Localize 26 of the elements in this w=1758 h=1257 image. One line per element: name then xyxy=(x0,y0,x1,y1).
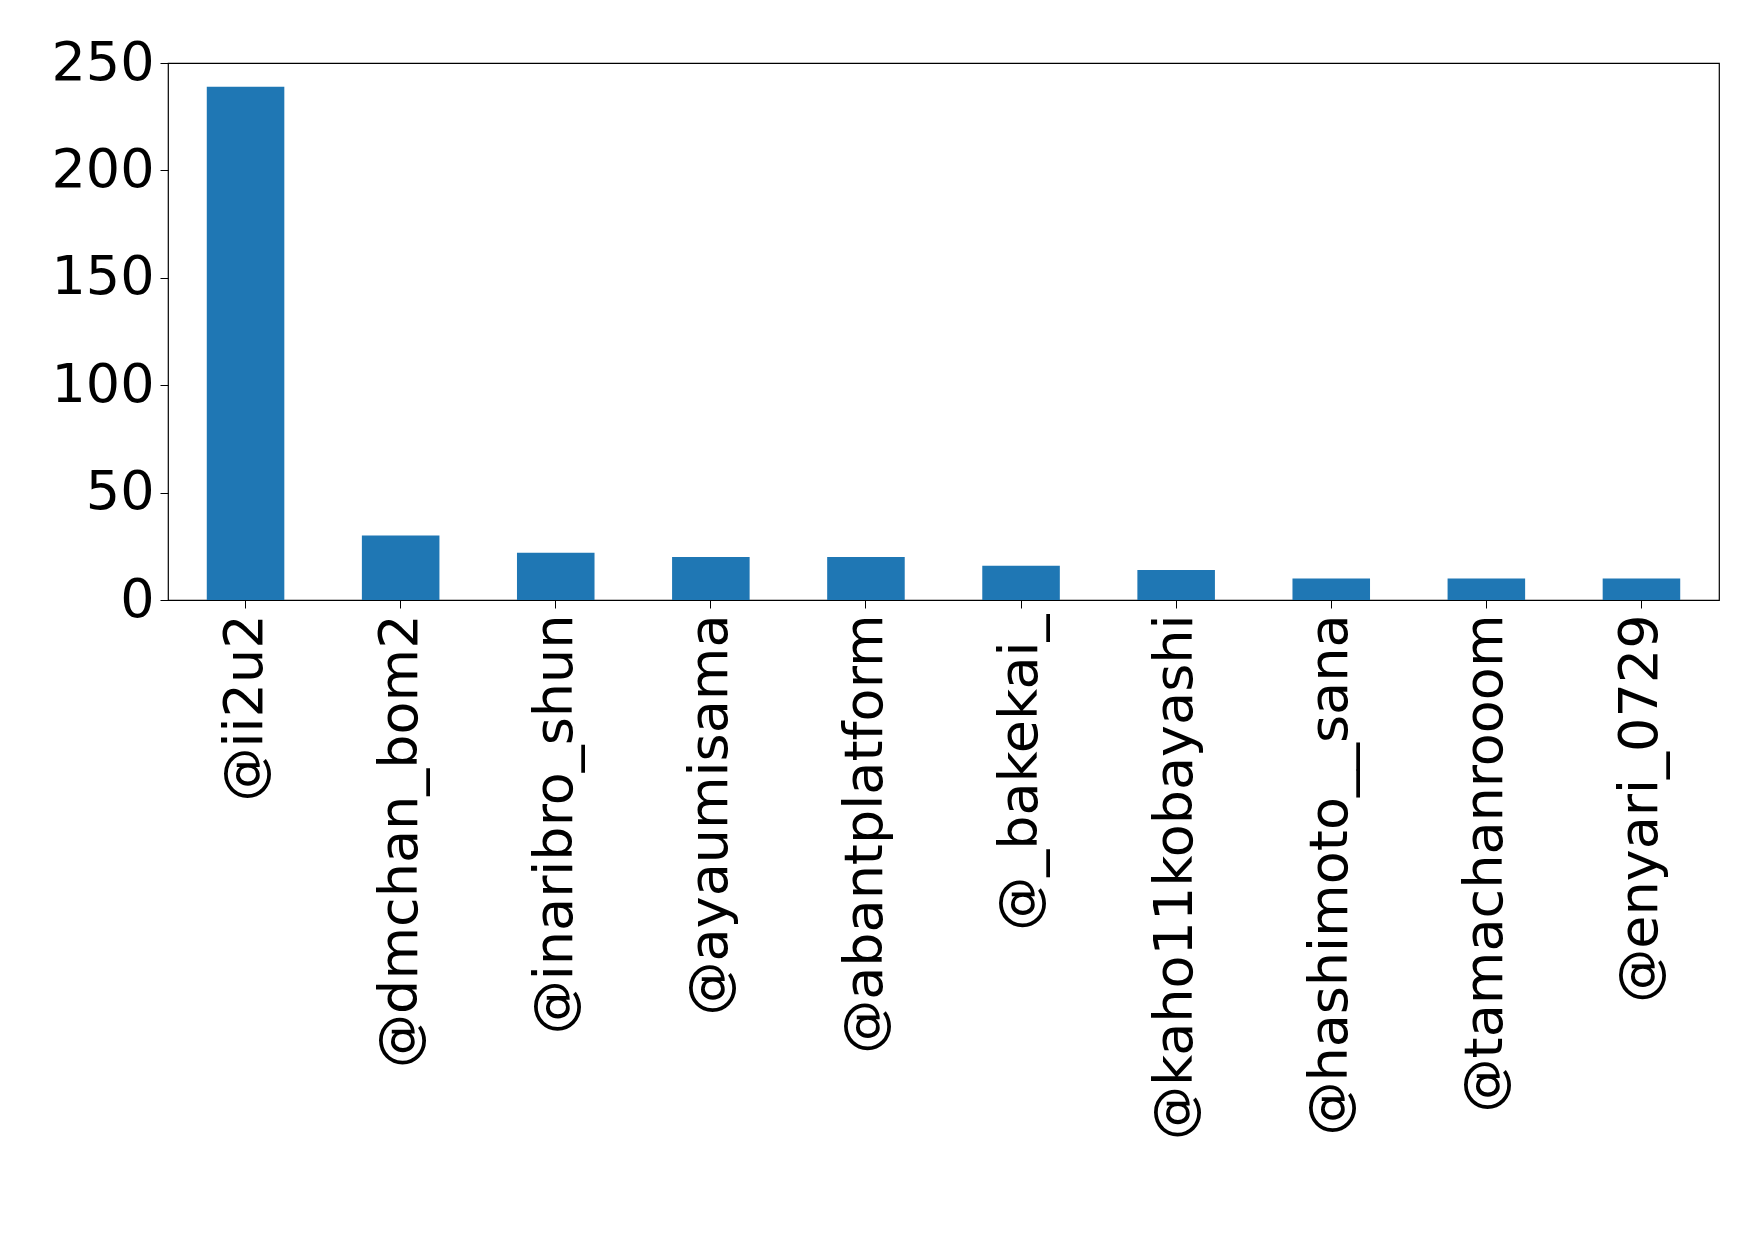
bar xyxy=(827,557,905,600)
x-tick-label: @kaho11kobayashi xyxy=(1142,614,1206,1141)
x-tick-label: @enyari_0729 xyxy=(1607,614,1671,1003)
x-tick-label: @hashimoto__sana xyxy=(1297,614,1361,1136)
y-tick-label: 0 xyxy=(120,566,155,630)
bar xyxy=(1447,578,1526,600)
y-tick-label: 250 xyxy=(51,29,155,93)
y-tick-label: 100 xyxy=(51,351,155,415)
x-tick-label: @ayaumisama xyxy=(676,614,740,1016)
x-tick-label: @inaribro_shun xyxy=(521,614,585,1035)
y-tick-label: 150 xyxy=(51,244,155,308)
bar xyxy=(206,86,285,600)
bar xyxy=(672,557,750,600)
x-tick-label: @tamachanrooom xyxy=(1452,614,1516,1113)
bar xyxy=(1137,569,1215,600)
y-tick-label: 50 xyxy=(85,459,155,523)
bar xyxy=(982,565,1060,600)
x-tick-label: @_bakekai_ xyxy=(987,613,1051,931)
bar xyxy=(516,552,595,600)
x-tick-label: @ii2u2 xyxy=(211,614,275,802)
x-tick-label: @dmchan_bom2 xyxy=(366,614,430,1068)
bar xyxy=(361,535,440,600)
bar xyxy=(1602,578,1681,600)
x-tick-label: @abantplatform xyxy=(831,614,895,1054)
y-tick-label: 200 xyxy=(51,136,155,200)
bar xyxy=(1292,578,1371,600)
